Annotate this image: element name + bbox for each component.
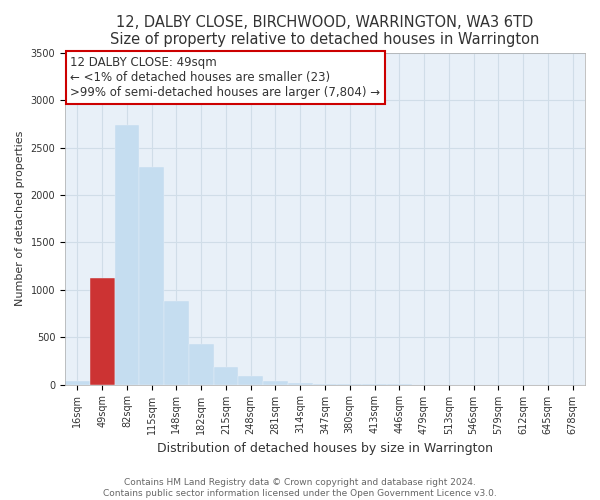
Title: 12, DALBY CLOSE, BIRCHWOOD, WARRINGTON, WA3 6TD
Size of property relative to det: 12, DALBY CLOSE, BIRCHWOOD, WARRINGTON, …	[110, 15, 540, 48]
Bar	[238, 376, 263, 384]
Bar	[164, 301, 189, 384]
Bar	[115, 125, 139, 384]
Bar	[189, 344, 214, 385]
Text: Contains HM Land Registry data © Crown copyright and database right 2024.
Contai: Contains HM Land Registry data © Crown c…	[103, 478, 497, 498]
Bar	[263, 382, 288, 384]
Bar	[288, 383, 313, 384]
X-axis label: Distribution of detached houses by size in Warrington: Distribution of detached houses by size …	[157, 442, 493, 455]
Bar	[90, 278, 115, 384]
Bar	[65, 381, 90, 384]
Bar	[139, 168, 164, 384]
Y-axis label: Number of detached properties: Number of detached properties	[15, 131, 25, 306]
Text: 12 DALBY CLOSE: 49sqm
← <1% of detached houses are smaller (23)
>99% of semi-det: 12 DALBY CLOSE: 49sqm ← <1% of detached …	[70, 56, 380, 99]
Bar	[214, 367, 238, 384]
